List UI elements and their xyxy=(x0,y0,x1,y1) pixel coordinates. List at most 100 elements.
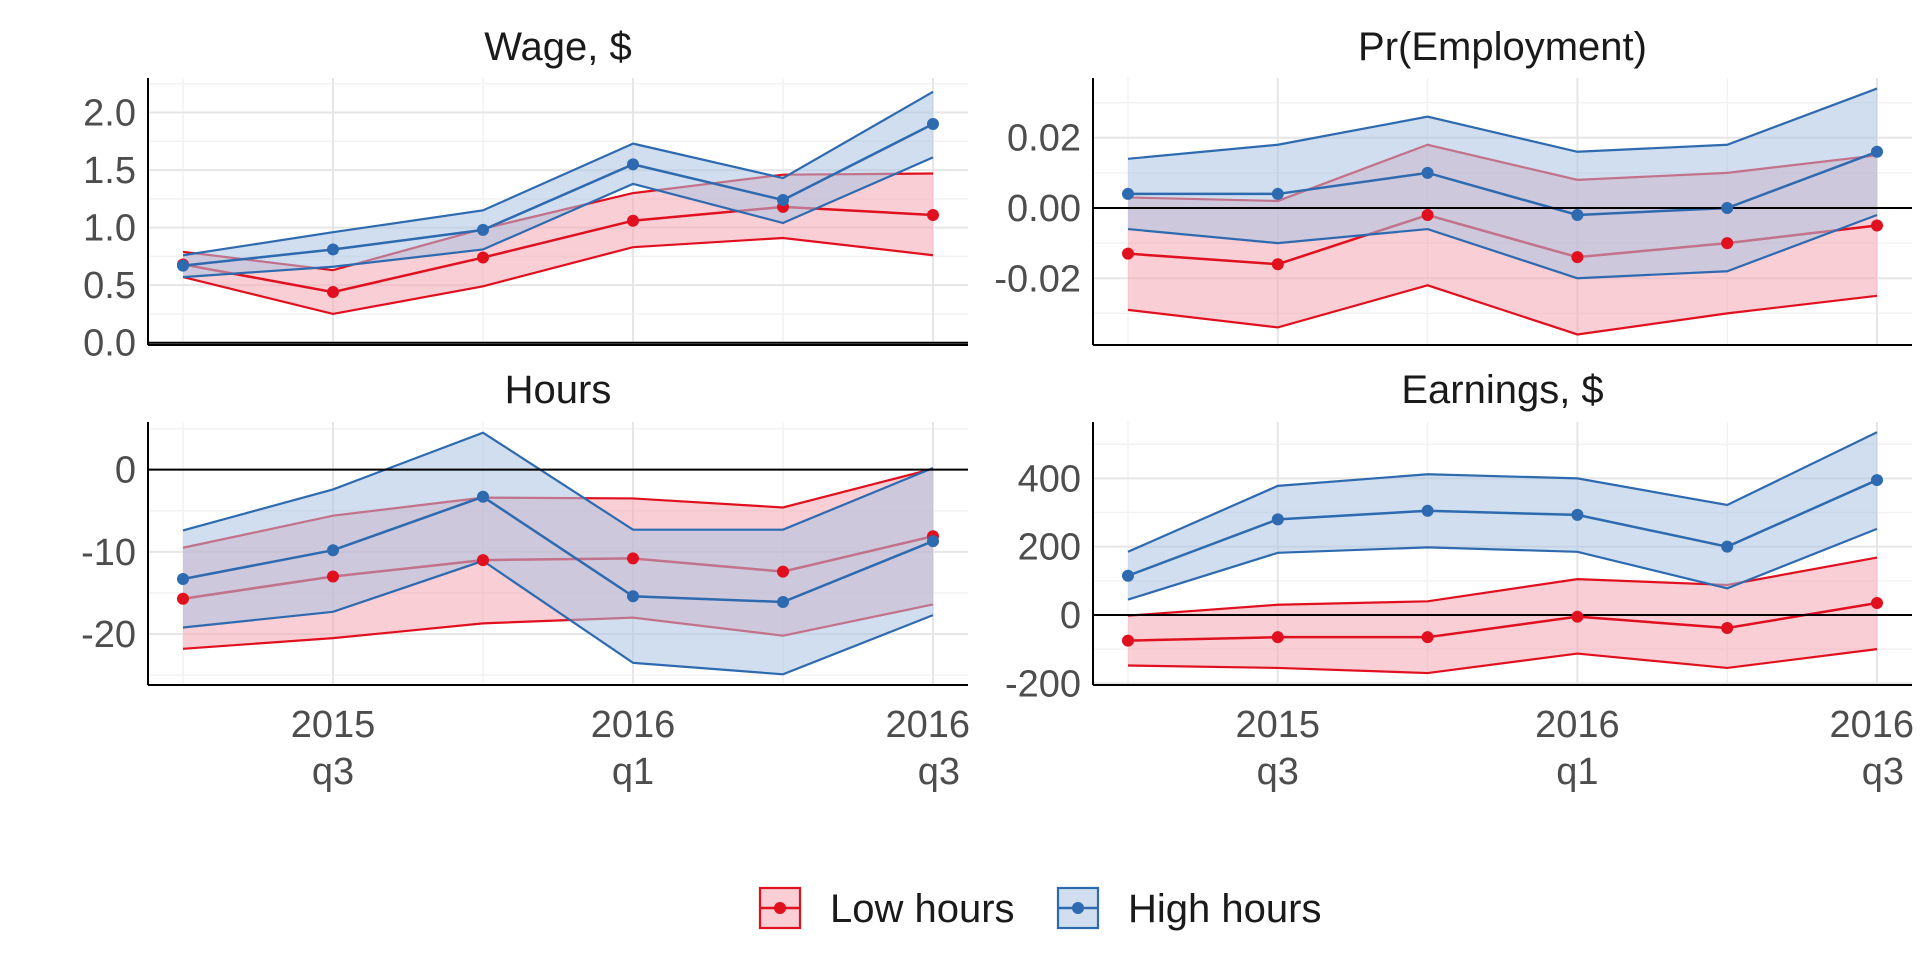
y-tick-label: 400 xyxy=(1018,458,1081,500)
y-tick-label: 1.5 xyxy=(83,150,136,192)
data-point-low xyxy=(327,570,339,583)
ci-upper-line-low xyxy=(1127,556,1878,617)
x-tick-label-year: 2016 xyxy=(591,704,676,746)
data-point-high xyxy=(1421,166,1434,179)
ci-upper-line-high xyxy=(182,431,934,532)
y-tick-label: 1.0 xyxy=(83,208,136,250)
data-point-high xyxy=(1871,474,1883,487)
x-tick-label-quarter: q3 xyxy=(1862,751,1904,793)
data-point-high xyxy=(477,490,489,503)
y-tick-label: -200 xyxy=(1005,663,1081,705)
series-line-high xyxy=(182,122,934,267)
data-point-low xyxy=(1421,209,1434,222)
panel-0: 0.0 0.5 1.0 1.5 2.0 Wage, $ xyxy=(83,25,968,365)
ci-lower-line-low xyxy=(1127,284,1878,336)
panel-title: Earnings, $ xyxy=(1401,368,1603,412)
data-point-high xyxy=(627,158,639,171)
series-line-low xyxy=(1127,601,1878,642)
data-point-high xyxy=(1871,145,1883,158)
legend-key-point xyxy=(1072,902,1084,914)
data-point-high xyxy=(1571,209,1584,222)
y-tick-label: 0.00 xyxy=(1007,188,1081,230)
y-tick-label: -0.02 xyxy=(994,258,1081,300)
data-point-low xyxy=(1122,247,1134,260)
x-tick-label-year: 2016 xyxy=(885,704,970,746)
ci-ribbon-high xyxy=(1128,88,1877,279)
data-point-high xyxy=(1271,187,1284,200)
y-tick-label: 0 xyxy=(1060,595,1081,637)
ci-ribbon-high xyxy=(1128,432,1877,600)
data-point-high xyxy=(1721,201,1734,214)
y-tick-label: -20 xyxy=(81,614,136,656)
data-point-high xyxy=(327,544,339,557)
data-point-high xyxy=(777,595,789,608)
legend: Low hours High hours xyxy=(758,886,1321,931)
x-tick-label-quarter: q1 xyxy=(1556,751,1598,793)
legend-label: Low hours xyxy=(830,887,1015,931)
data-point-high xyxy=(927,118,939,131)
data-point-low xyxy=(1871,597,1883,610)
panel-title: Hours xyxy=(505,368,612,412)
y-tick-label: 0.5 xyxy=(83,265,136,307)
y-tick-label: 200 xyxy=(1018,527,1081,569)
ci-lower-line-high xyxy=(182,156,934,279)
data-point-low xyxy=(627,552,639,565)
legend-item-high: High hours xyxy=(1056,886,1321,931)
y-tick-label: 2.0 xyxy=(83,93,136,135)
data-point-high xyxy=(327,243,339,256)
data-point-low xyxy=(477,251,489,264)
ci-ribbon-high xyxy=(183,91,933,278)
ci-upper-line-high xyxy=(182,90,934,257)
panel-2: -20 -10 0 2015 q3 2016 q1 2016 q3 Hours xyxy=(81,368,970,793)
data-point-high xyxy=(1421,504,1434,517)
data-point-high xyxy=(927,535,939,548)
data-point-low xyxy=(627,214,639,227)
data-point-high xyxy=(1721,540,1734,553)
data-point-low xyxy=(1721,621,1734,634)
data-point-low xyxy=(1571,251,1584,264)
series-line-high xyxy=(182,495,934,604)
legend-item-low: Low hours xyxy=(758,886,1015,931)
data-point-low xyxy=(177,592,189,605)
data-point-low xyxy=(1721,237,1734,250)
data-point-low xyxy=(927,208,939,221)
data-point-high xyxy=(1571,508,1584,521)
y-tick-label: 0.0 xyxy=(83,323,136,365)
data-point-high xyxy=(777,193,789,206)
ci-upper-line-high xyxy=(1127,87,1878,160)
series-line-high xyxy=(1127,478,1878,577)
x-tick-label-year: 2015 xyxy=(1236,704,1321,746)
series-line-high xyxy=(1128,150,1878,217)
data-point-low xyxy=(477,554,489,567)
data-point-high xyxy=(627,590,639,603)
data-point-low xyxy=(1271,631,1284,644)
x-tick-label-year: 2016 xyxy=(1535,704,1620,746)
y-tick-label: -10 xyxy=(81,532,136,574)
ci-lower-line-high xyxy=(182,559,934,676)
data-point-low xyxy=(1271,258,1284,271)
data-point-low xyxy=(777,565,789,578)
data-point-high xyxy=(177,259,189,272)
legend-key-point xyxy=(774,902,786,914)
x-tick-label-quarter: q3 xyxy=(1257,751,1299,793)
ci-upper-line-high xyxy=(1127,431,1878,553)
panel-3: -200 0 200 400 2015 q3 2016 q1 2016 q3 Earnings, $ xyxy=(1005,368,1914,793)
panel-1: -0.02 0.00 0.02 Pr(Employment) xyxy=(994,25,1912,346)
ci-ribbon-high xyxy=(183,432,933,675)
data-point-low xyxy=(327,286,339,299)
data-point-low xyxy=(1421,631,1434,644)
legend-label: High hours xyxy=(1128,887,1321,931)
data-point-low xyxy=(1871,219,1883,232)
ci-lower-line-low xyxy=(182,236,934,316)
panel-title: Pr(Employment) xyxy=(1358,25,1647,69)
x-tick-label-quarter: q3 xyxy=(918,751,960,793)
data-point-high xyxy=(1122,187,1134,200)
data-point-high xyxy=(1271,513,1284,526)
ci-lower-line-high xyxy=(1127,527,1878,601)
data-point-high xyxy=(1122,569,1134,582)
ci-lower-line-high xyxy=(1127,213,1878,280)
x-tick-label-year: 2015 xyxy=(291,704,376,746)
data-point-high xyxy=(177,572,189,585)
y-tick-label: 0 xyxy=(115,450,136,492)
y-tick-label: 0.02 xyxy=(1007,118,1081,160)
